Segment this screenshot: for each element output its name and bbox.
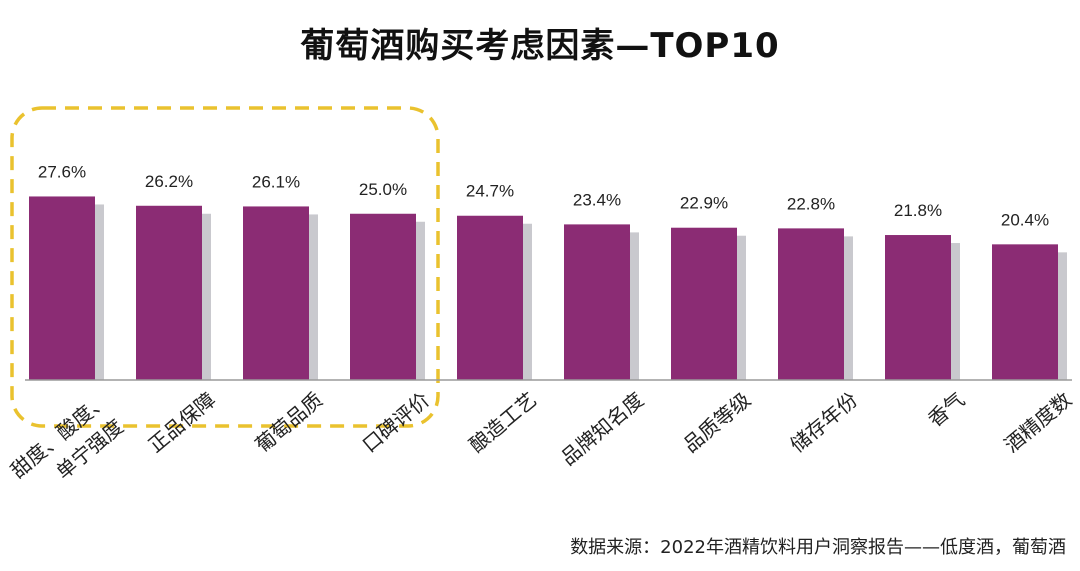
data-label: 26.2% [145, 172, 193, 191]
bar [29, 196, 95, 380]
bar [350, 213, 416, 380]
category-label: 品牌知名度 [556, 387, 648, 470]
bar [778, 228, 844, 380]
data-label: 25.0% [359, 180, 407, 199]
bar [457, 215, 523, 380]
bar [992, 244, 1058, 380]
category-label: 储存年份 [786, 387, 863, 457]
chart-title: 葡萄酒购买考虑因素—TOP10 [300, 26, 780, 66]
bar [136, 205, 202, 380]
category-label: 香气 [923, 387, 969, 431]
data-label: 26.1% [252, 172, 300, 191]
category-label: 葡萄品质 [251, 387, 328, 457]
data-label: 27.6% [38, 162, 86, 181]
category-label: 甜度、酸度、单宁强度 [6, 387, 133, 506]
data-label: 20.4% [1001, 210, 1049, 229]
bar [243, 206, 309, 380]
category-label: 正品保障 [144, 387, 221, 457]
data-label: 22.8% [787, 194, 835, 213]
highlight-box [10, 106, 440, 428]
category-label: 品质等级 [679, 387, 756, 457]
data-label: 24.7% [466, 182, 514, 201]
data-label: 23.4% [573, 190, 621, 209]
source-note: 数据来源：2022年酒精饮料用户洞察报告——低度酒，葡萄酒 [570, 537, 1066, 558]
bar [564, 224, 630, 380]
data-label: 22.9% [680, 194, 728, 213]
data-label: 21.8% [894, 201, 942, 220]
bar [671, 227, 737, 380]
category-label: 酿造工艺 [465, 387, 542, 457]
category-label: 酒精度数 [1000, 387, 1077, 457]
bar [885, 235, 951, 380]
